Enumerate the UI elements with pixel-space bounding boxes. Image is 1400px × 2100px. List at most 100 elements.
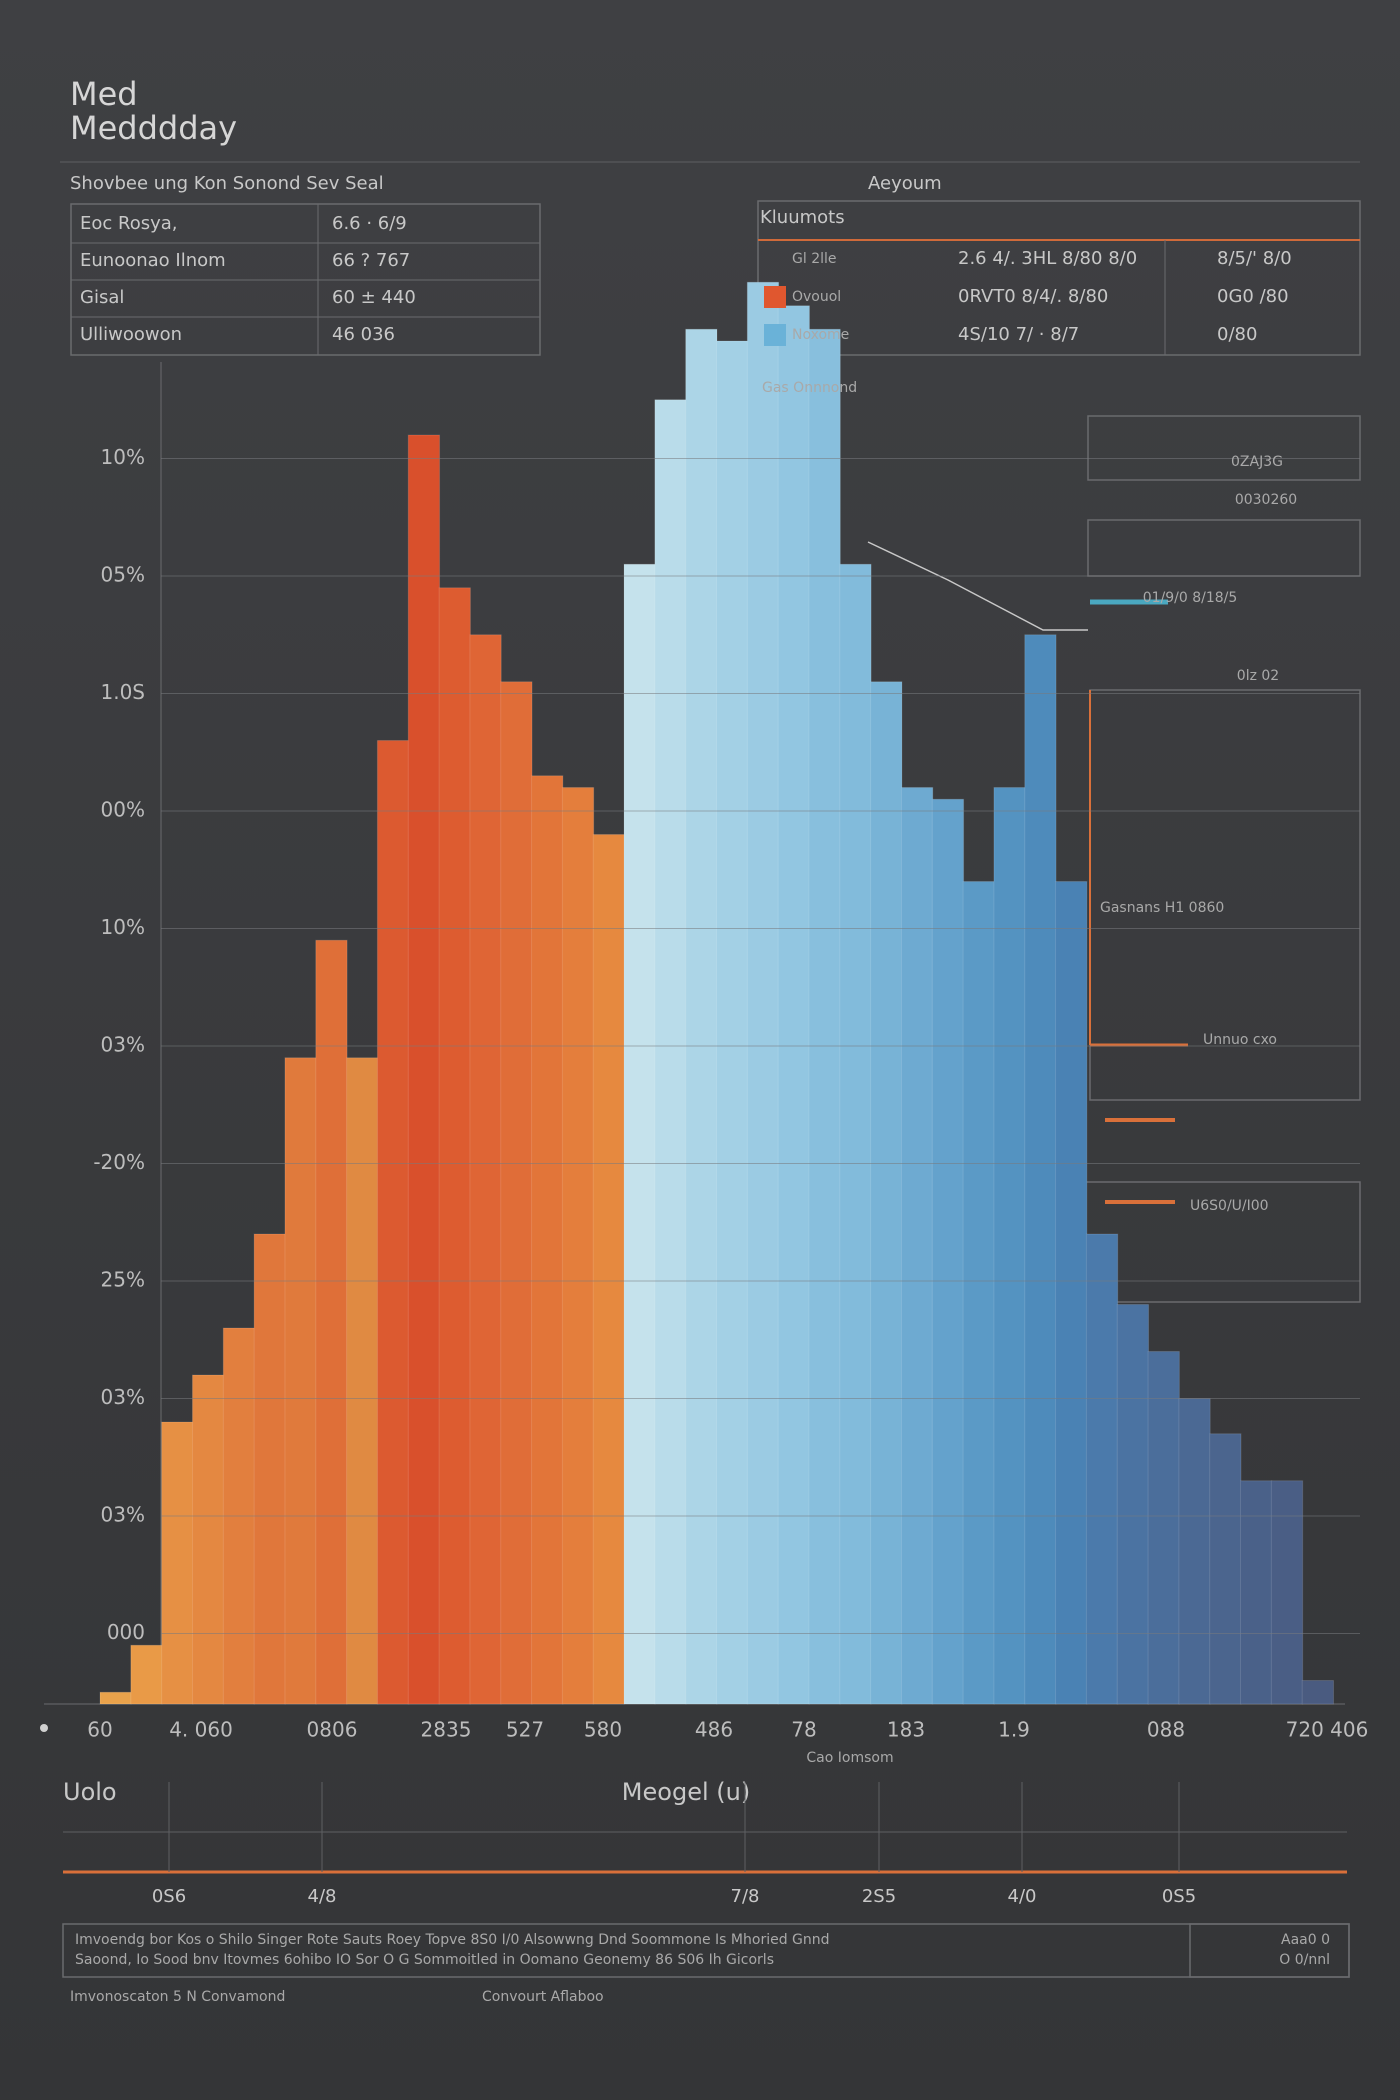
table-cell: 0G0 /80 [1217,286,1289,307]
side-box [1087,415,1361,481]
bar [654,399,687,1705]
bar [900,787,934,1705]
bar [284,1057,317,1705]
bar [376,740,410,1705]
bar [561,787,595,1705]
table-cell: 66 ? 767 [332,250,410,271]
axis-dot [40,1724,48,1732]
table-cell: 46 036 [332,324,395,345]
bar [1301,1680,1335,1705]
y-tick-label: 000 [107,1620,145,1644]
bar [407,434,441,1705]
table-cell: 8/5/' 8/0 [1217,248,1292,269]
bottom-left-label: Uolo [63,1778,117,1806]
y-tick-label: 05% [101,563,145,587]
footer-line: Saoond, Io Sood bnv Itovmes 6ohibo IO So… [75,1952,774,1968]
x-tick-label: 088 [1147,1718,1185,1742]
table-note: Gas Onnnond [762,380,857,396]
bar [469,634,502,1705]
x-tick-label: 60 [87,1718,112,1742]
y-tick-label: 10% [101,445,145,469]
footer-box-line: O 0/nnl [1279,1952,1330,1968]
title-line: Medddday [70,109,237,147]
bar [839,563,872,1705]
bar [1209,1433,1242,1705]
credit: Imvonoscaton 5 N Convamond [70,1989,285,2005]
subtitle: Shovbee ung Kon Sonond Sev Seal [70,173,384,194]
x-tick-label: 78 [791,1718,816,1742]
y-tick-label: 1.0S [100,680,145,704]
bar [1085,1233,1119,1705]
y-tick-label: 00% [101,798,145,822]
table-cell: Gisal [80,287,124,308]
bar [685,328,718,1705]
bar [191,1374,225,1705]
right-table-frame [757,200,1361,356]
bar [962,881,995,1705]
table-cell: Ulliwoowon [80,324,182,345]
bar [531,775,564,1705]
bar [99,1691,132,1705]
legend-name: Gl 2lle [792,251,837,267]
table-header: Kluumots [760,207,845,228]
y-tick-label: 10% [101,915,145,939]
y-tick-label: 03% [101,1033,145,1057]
x-tick-label: 0806 [307,1718,358,1742]
bar [315,939,348,1705]
table-cell: Eoc Rosya, [80,213,178,234]
bar [1147,1351,1180,1705]
bar [1178,1398,1211,1705]
legend-swatch [764,286,786,308]
side-label: Unnuo cxo [1203,1032,1277,1048]
credit: Convourt Aflaboo [482,1989,604,2005]
bar [1270,1480,1304,1705]
x-tick-label: 1.9 [998,1718,1030,1742]
footer-line: Imvoendg bor Kos o Shilo Singer Rote Sau… [75,1932,830,1948]
side-label: 0ZAJ3G [1231,454,1283,470]
table-cell: Eunoonao Ilnom [80,250,226,271]
x-axis-title: Cao Iomsom [806,1750,893,1766]
bottom-label: 0S5 [1162,1886,1196,1907]
table-cell: 60 ± 440 [332,287,416,308]
x-tick-label: 183 [887,1718,925,1742]
bar [623,563,656,1705]
bar [1024,634,1057,1705]
legend-name: Ovouol [792,289,841,305]
x-tick-label: 4. 060 [169,1718,233,1742]
x-tick-label: 527 [506,1718,544,1742]
side-label: Gasnans H1 0860 [1100,900,1224,916]
x-tick-label: 580 [584,1718,622,1742]
bar [438,587,471,1705]
side-label: U6S0/U/I00 [1190,1198,1269,1214]
bar [161,1421,194,1705]
side-label: 0lz 02 [1237,668,1279,684]
bottom-label: 0S6 [152,1886,186,1907]
bar [346,1057,379,1705]
connector [867,541,1088,631]
legend-swatch [764,324,786,346]
y-tick-label: 03% [101,1503,145,1527]
bottom-label: 4/8 [308,1886,337,1907]
bar [993,787,1026,1705]
bar [716,340,749,1705]
table-cell: 6.6 · 6/9 [332,213,407,234]
bar [253,1233,286,1705]
bar [500,681,533,1705]
bar [1055,881,1088,1705]
y-tick-label: 03% [101,1385,145,1409]
bar [1240,1480,1273,1705]
footer-box-line: Aaa0 0 [1281,1932,1330,1948]
bar [1116,1304,1150,1705]
bar [130,1644,163,1705]
bars [99,281,1335,1705]
bar [777,305,810,1705]
bar [808,328,841,1705]
table-cell: 4S/10 7/ · 8/7 [958,324,1079,345]
table-cell: 0/80 [1217,324,1257,345]
bottom-label: 4/0 [1008,1886,1037,1907]
y-tick-label: 25% [101,1268,145,1292]
bottom-label: 7/8 [731,1886,760,1907]
bar [870,681,903,1705]
footer-box [1189,1923,1350,1978]
